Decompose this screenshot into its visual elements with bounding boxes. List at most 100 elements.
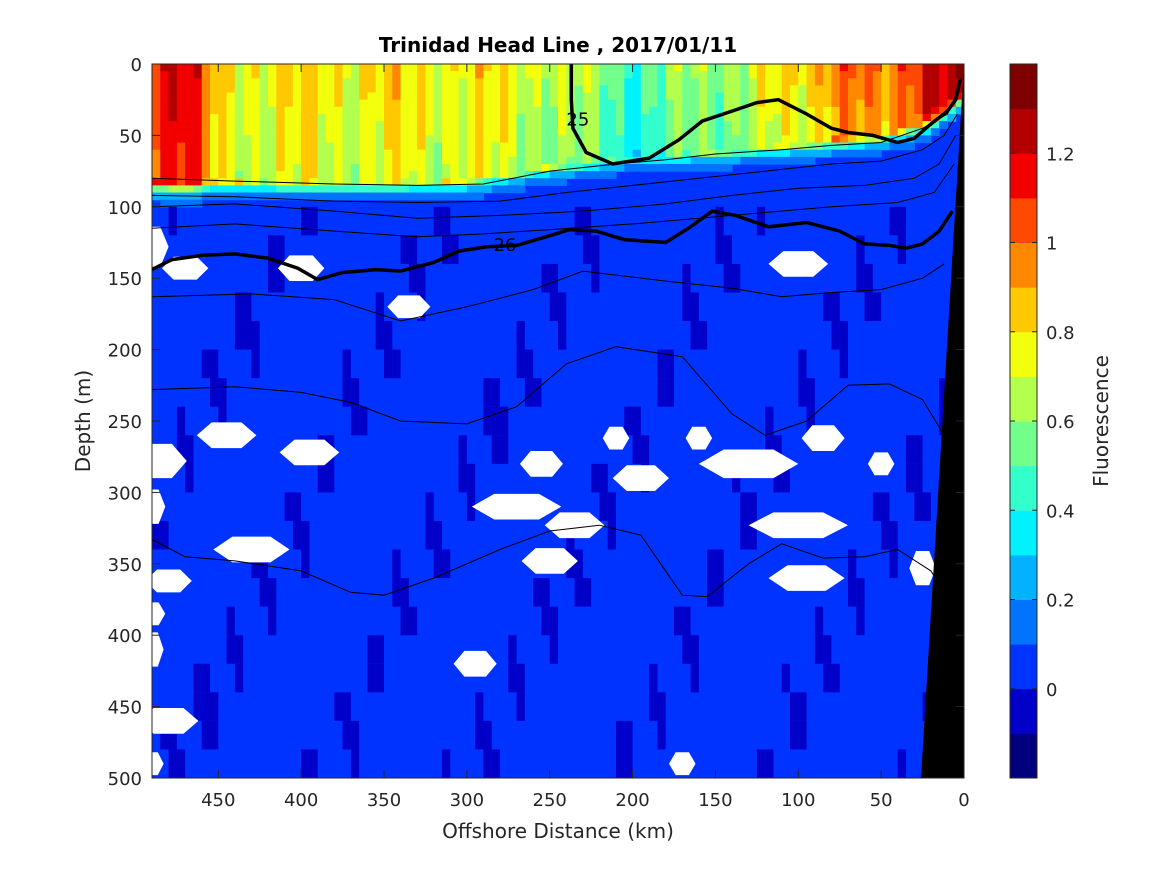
colorbar-swatch: [1010, 108, 1037, 154]
field-cell: [384, 121, 393, 129]
field-cell: [500, 163, 509, 172]
field-cell: [466, 99, 476, 108]
field-cell: [657, 378, 666, 407]
field-cell: [591, 263, 600, 293]
field-cell: [806, 135, 816, 144]
field-cell: [234, 78, 244, 87]
field-cell: [160, 199, 170, 208]
field-cell: [848, 64, 857, 72]
field-cell: [334, 185, 344, 194]
field-cell: [549, 606, 558, 636]
field-cell: [193, 185, 203, 194]
field-cell: [814, 64, 824, 72]
field-cell: [690, 64, 700, 72]
field-cell: [317, 142, 327, 151]
field-cell: [226, 71, 236, 79]
field-cell: [483, 163, 493, 172]
field-cell: [599, 99, 609, 108]
field-cell: [251, 71, 261, 79]
field-cell: [176, 142, 186, 151]
field-cell: [201, 113, 211, 122]
field-cell: [292, 78, 302, 87]
missing-data-spot: [698, 449, 799, 479]
field-cell: [317, 163, 327, 172]
field-cell: [541, 606, 550, 636]
field-cell: [276, 185, 286, 194]
field-cell: [317, 135, 327, 144]
field-cell: [541, 85, 551, 94]
field-cell: [425, 99, 435, 108]
field-cell: [665, 78, 675, 87]
field-cell: [284, 185, 294, 194]
field-cell: [284, 121, 294, 129]
field-cell: [433, 85, 443, 94]
field-cell: [864, 99, 874, 108]
field-cell: [524, 85, 534, 94]
field-cell: [301, 163, 311, 172]
field-cell: [591, 156, 601, 165]
field-cell: [193, 163, 203, 172]
field-cell: [839, 135, 849, 144]
field-cell: [549, 99, 559, 108]
y-tick-label: 300: [108, 483, 142, 504]
field-cell: [276, 156, 286, 165]
field-cell: [384, 64, 393, 72]
field-cell: [558, 121, 567, 129]
field-cell: [715, 156, 725, 165]
field-cell: [359, 85, 369, 94]
field-cell: [939, 71, 949, 79]
field-cell: [773, 106, 783, 115]
field-cell: [367, 135, 377, 144]
field-cell: [524, 163, 534, 172]
field-cell: [831, 71, 841, 79]
field-cell: [268, 135, 277, 144]
field-cell: [442, 749, 451, 778]
field-cell: [251, 156, 261, 165]
field-cell: [433, 128, 443, 136]
field-cell: [466, 135, 476, 144]
field-cell: [152, 520, 161, 550]
missing-data-spot: [544, 512, 605, 539]
field-cell: [856, 149, 866, 158]
field-cell: [872, 71, 882, 79]
field-cell: [466, 85, 476, 94]
field-cell: [723, 163, 733, 172]
field-cell: [665, 349, 674, 379]
field-cell: [176, 149, 186, 158]
field-cell: [334, 128, 344, 136]
field-cell: [375, 106, 385, 115]
field-cell: [301, 71, 311, 79]
field-cell: [466, 192, 476, 201]
field-cell: [450, 99, 460, 108]
field-cell: [342, 149, 352, 158]
field-cell: [276, 85, 286, 94]
field-cell: [674, 156, 683, 165]
field-cell: [715, 64, 725, 72]
field-cell: [491, 178, 501, 186]
field-cell: [483, 85, 493, 94]
field-cell: [350, 185, 360, 194]
field-cell: [549, 292, 558, 322]
field-cell: [309, 149, 319, 158]
field-cell: [698, 142, 708, 151]
field-cell: [566, 128, 576, 136]
field-cell: [607, 149, 617, 158]
field-cell: [657, 92, 667, 101]
field-cell: [201, 171, 211, 179]
field-cell: [417, 113, 427, 122]
field-cell: [582, 235, 592, 264]
field-cell: [392, 185, 402, 194]
colorbar-swatch: [1010, 510, 1037, 556]
field-cell: [292, 64, 302, 72]
field-cell: [326, 85, 335, 94]
field-cell: [839, 78, 849, 87]
field-cell: [732, 113, 741, 122]
field-cell: [400, 78, 410, 87]
field-cell: [616, 85, 625, 94]
field-cell: [160, 149, 170, 158]
field-cell: [723, 85, 733, 94]
contour-label-25: 25: [566, 109, 589, 130]
missing-data-spot: [801, 425, 845, 451]
field-cell: [309, 85, 319, 94]
field-cell: [234, 106, 244, 115]
